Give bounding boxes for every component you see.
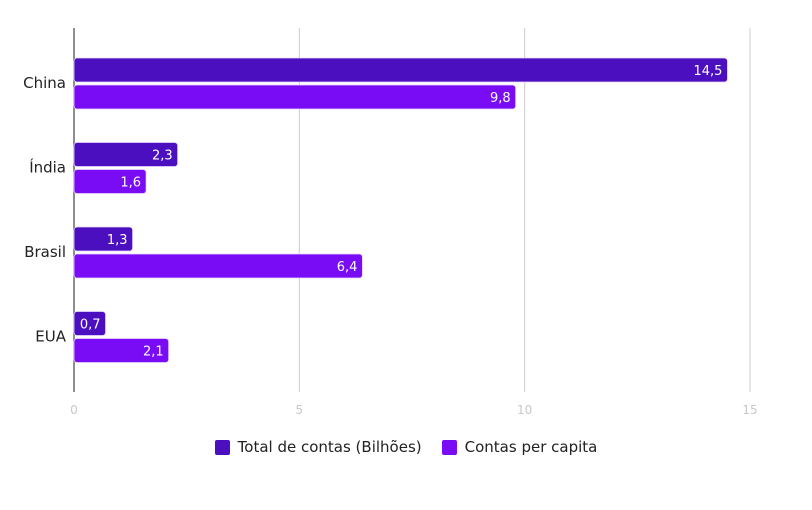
legend-swatch-per-capita	[441, 439, 457, 455]
x-tick-label: 10	[517, 403, 532, 417]
x-tick-label: 5	[296, 403, 304, 417]
category-label: Brasil	[24, 243, 66, 261]
labels: 0 5 10 15 China 14,5 9,8 Índia 2,3 1,6 Brasil 1,3 6,…	[23, 64, 758, 417]
x-tick-label: 15	[742, 403, 757, 417]
bar-per-capita[interactable]	[73, 84, 517, 110]
legend-swatch-total	[214, 439, 230, 455]
x-tick-label: 0	[70, 403, 78, 417]
legend-item-per-capita[interactable]: Contas per capita	[441, 438, 598, 456]
data-label: 1,6	[120, 176, 141, 191]
grid-lines	[73, 28, 751, 392]
bars	[73, 57, 728, 363]
bar-per-capita[interactable]	[73, 169, 147, 194]
category-label: EUA	[35, 328, 66, 346]
legend-label-per-capita: Contas per capita	[464, 438, 598, 456]
legend-label-total: Total de contas (Bilhões)	[237, 438, 422, 456]
category-label: Índia	[29, 158, 66, 177]
bar-total[interactable]	[73, 226, 133, 252]
data-label: 2,1	[143, 345, 164, 360]
data-label: 9,8	[490, 91, 511, 106]
category-label: China	[23, 74, 66, 92]
data-label: 0,7	[80, 318, 101, 333]
data-label: 14,5	[694, 64, 723, 79]
bar-per-capita[interactable]	[73, 253, 363, 279]
bar-total[interactable]	[73, 57, 728, 83]
bar-total[interactable]	[73, 311, 106, 336]
data-label: 1,3	[107, 233, 128, 248]
legend: Total de contas (Bilhões) Contas per cap…	[0, 438, 812, 456]
data-label: 6,4	[337, 260, 358, 275]
bar-total[interactable]	[73, 142, 179, 167]
bar-per-capita[interactable]	[73, 338, 170, 363]
legend-item-total[interactable]: Total de contas (Bilhões)	[214, 438, 422, 456]
data-label: 2,3	[152, 149, 173, 164]
